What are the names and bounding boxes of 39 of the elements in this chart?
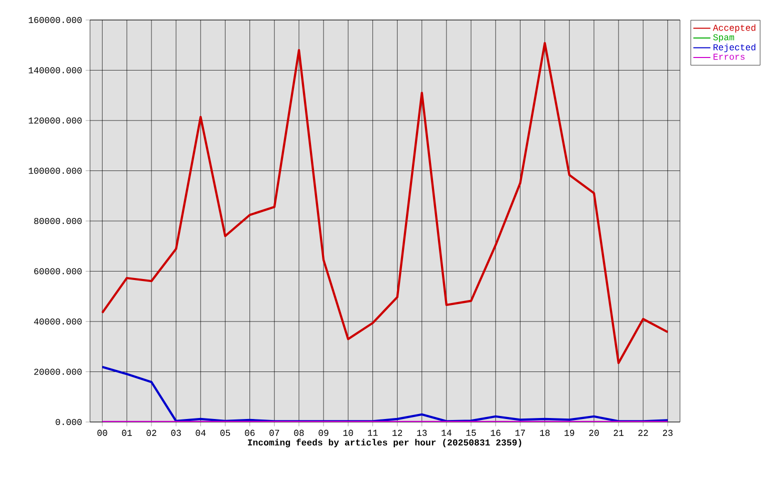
legend-label: Accepted xyxy=(712,24,756,33)
x-tick-label: 00 xyxy=(97,430,108,436)
y-tick-label: 160000.000 xyxy=(28,16,82,24)
y-tick-label: 80000.000 xyxy=(34,218,82,224)
x-tick-label: 04 xyxy=(196,430,206,436)
y-tick-label: 0.000 xyxy=(56,418,82,426)
y-tick-label: 100000.000 xyxy=(28,168,82,174)
y-tick-label: 40000.000 xyxy=(34,318,82,325)
x-tick-label: 09 xyxy=(318,430,328,436)
x-tick-label: 16 xyxy=(490,430,500,436)
legend-label: Rejected xyxy=(714,44,756,52)
legend-label: Spam xyxy=(713,34,734,42)
x-tick-label: 01 xyxy=(122,430,132,436)
x-tick-label: 08 xyxy=(294,430,304,436)
x-tick-label: 17 xyxy=(515,430,525,436)
y-tick-label: 20000.000 xyxy=(34,368,82,375)
x-tick-label: 23 xyxy=(662,430,673,436)
line-series xyxy=(101,42,669,364)
x-tick-label: 03 xyxy=(171,430,181,436)
x-tick-label: 06 xyxy=(244,430,255,436)
x-tick-label: 22 xyxy=(638,430,648,436)
y-tick-label: 140000.000 xyxy=(28,67,82,74)
x-tick-label: 14 xyxy=(442,430,452,436)
legend-label: Errors xyxy=(714,54,745,60)
x-tick-label: 05 xyxy=(220,430,230,436)
x-tick-label: 07 xyxy=(270,430,280,436)
x-tick-label: 12 xyxy=(392,430,402,436)
x-tick-label: 20 xyxy=(589,430,599,436)
x-tick-label: 21 xyxy=(614,430,624,436)
x-tick-label: 18 xyxy=(540,430,550,436)
x-tick-label: 19 xyxy=(564,430,574,436)
y-tick-label: 120000.000 xyxy=(28,117,82,124)
x-tick-label: 10 xyxy=(343,430,353,436)
x-tick-label: 11 xyxy=(368,430,378,436)
x-tick-label: 13 xyxy=(417,430,427,436)
y-tick-label: 60000.000 xyxy=(34,268,82,274)
x-tick-label: 15 xyxy=(466,430,476,436)
x-axis-title: Incoming feeds by articles per hour (20250831 2359) xyxy=(248,438,522,448)
x-tick-label: 02 xyxy=(146,430,156,436)
